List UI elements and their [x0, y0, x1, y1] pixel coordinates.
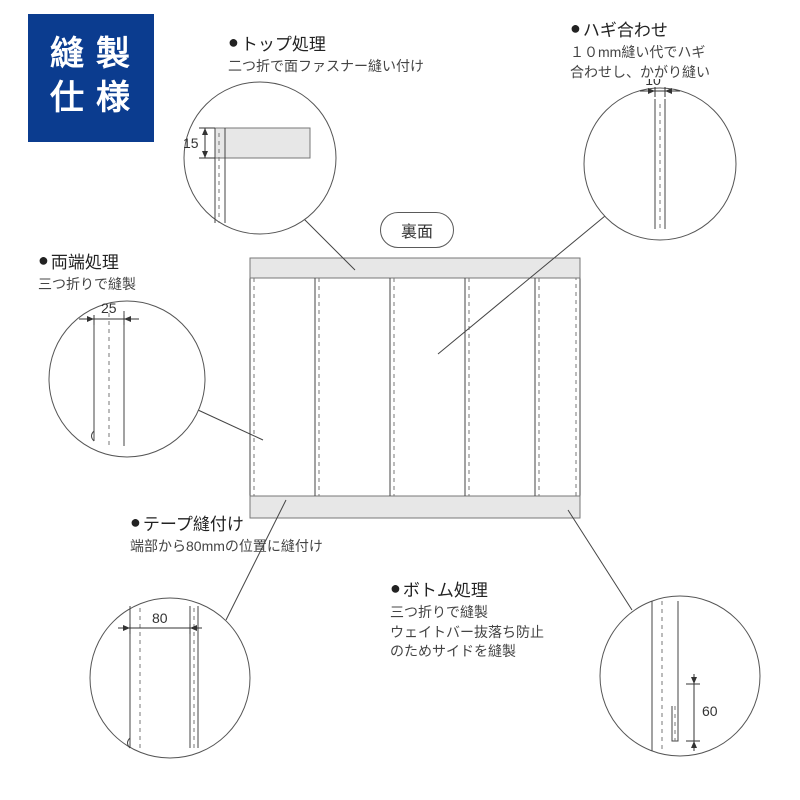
dim-bottom: 60 — [702, 703, 718, 719]
title-char-2: 製 — [96, 32, 132, 76]
label-bottom: ●ボトム処理 三つ折りで縫製 ウェイトバー抜落ち防止 のためサイドを縫製 — [390, 576, 544, 662]
badge-text: 裏面 — [401, 224, 433, 241]
desc-tape: 端部から80mmの位置に縫付け — [130, 537, 323, 557]
back-side-badge: 裏面 — [380, 212, 454, 248]
dim-side: 25 — [101, 300, 117, 316]
head-tape: テープ縫付け — [143, 510, 244, 535]
detail-join: 10 — [575, 79, 745, 249]
label-join: ●ハギ合わせ １０mm縫い代でハギ 合わせし、かがり縫い — [570, 16, 710, 82]
main-panel — [240, 248, 600, 538]
title-char-1: 縫 — [50, 32, 86, 76]
dim-top: 15 — [183, 135, 199, 151]
detail-top: 15 — [175, 73, 345, 243]
dim-join: 10 — [645, 79, 661, 88]
title-char-3: 仕 — [50, 76, 86, 120]
detail-side: 25 — [39, 291, 214, 466]
dim-tape: 80 — [152, 610, 168, 626]
detail-tape: 80 — [80, 588, 260, 768]
title-box: 縫 製 仕 様 — [28, 14, 154, 142]
detail-bottom: 60 — [590, 586, 770, 766]
head-top: トップ処理 — [241, 30, 326, 55]
label-side: ●両端処理 三つ折りで縫製 — [38, 248, 136, 295]
desc-join: １０mm縫い代でハギ 合わせし、かがり縫い — [570, 43, 710, 82]
title-char-4: 様 — [96, 76, 132, 120]
label-top: ●トップ処理 二つ折で面ファスナー縫い付け — [228, 30, 424, 77]
head-bottom: ボトム処理 — [403, 576, 488, 601]
head-join: ハギ合わせ — [583, 16, 668, 41]
desc-bottom: 三つ折りで縫製 ウェイトバー抜落ち防止 のためサイドを縫製 — [390, 603, 544, 662]
head-side: 両端処理 — [51, 248, 119, 273]
